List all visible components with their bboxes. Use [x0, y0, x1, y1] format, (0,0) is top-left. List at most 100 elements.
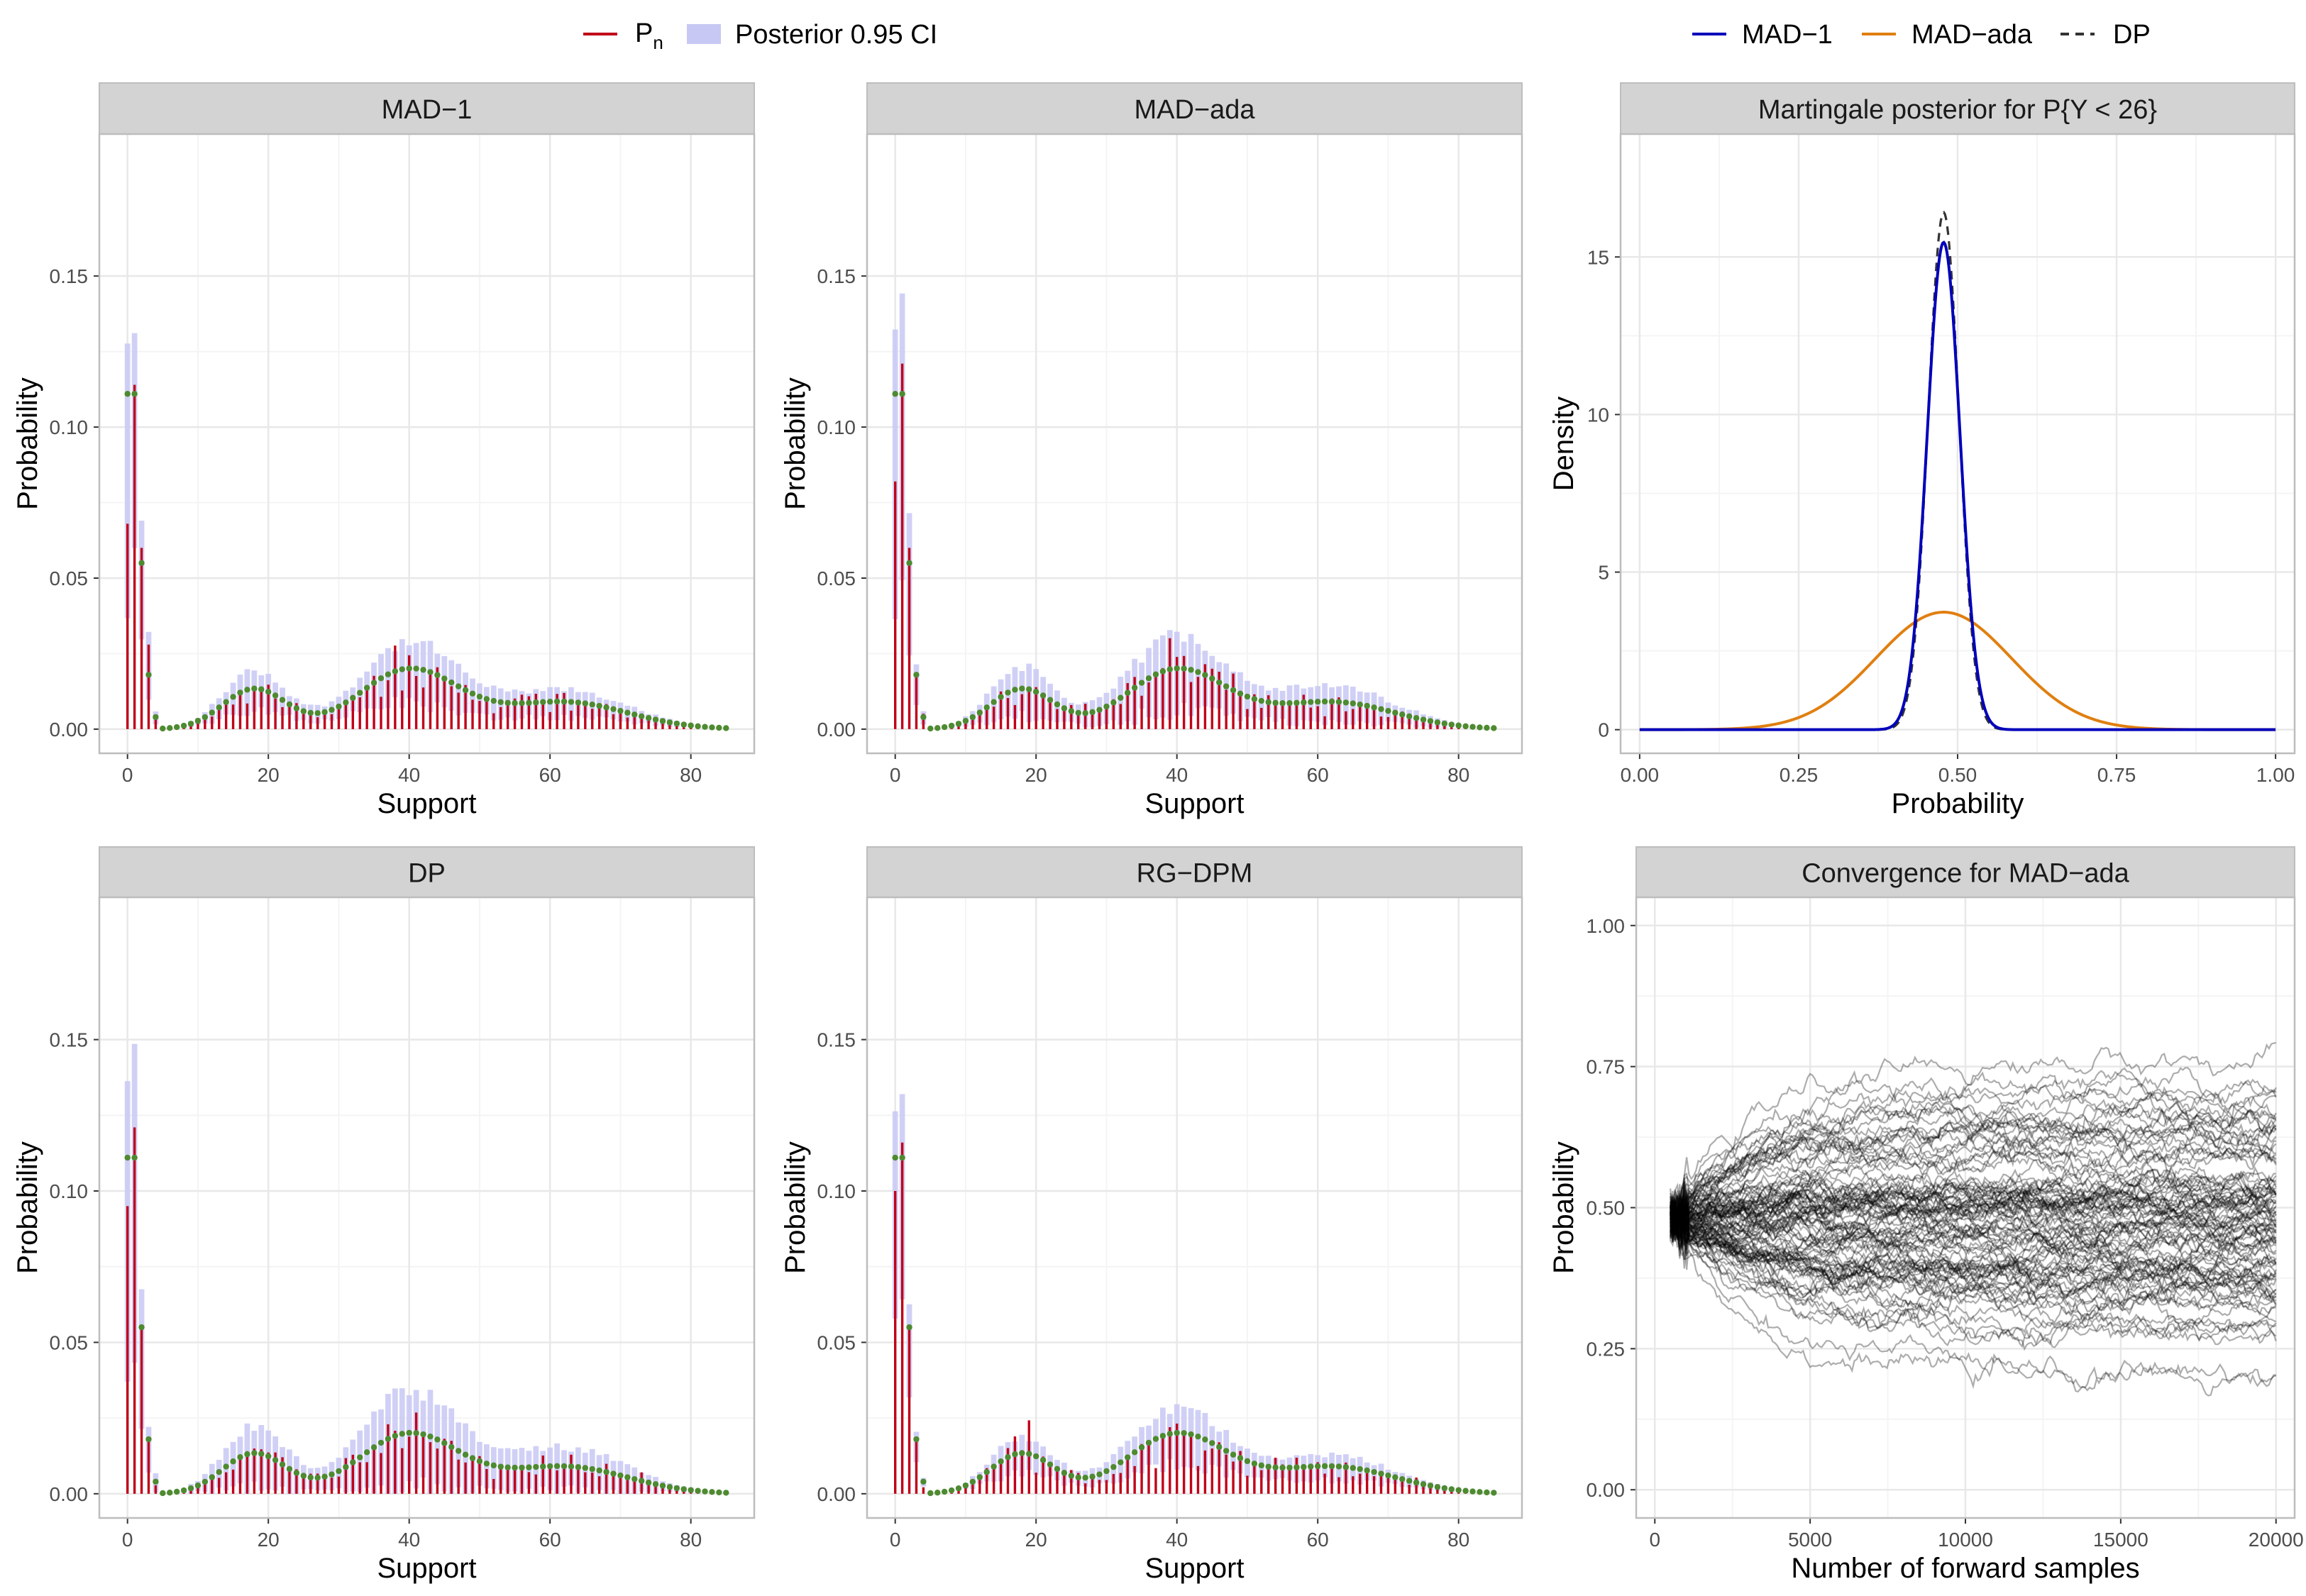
mean-point	[167, 1490, 173, 1496]
mean-point	[490, 1462, 497, 1469]
mean-point	[167, 725, 173, 731]
mean-point	[546, 1463, 553, 1470]
mean-point	[1237, 690, 1244, 697]
mean-point	[187, 721, 194, 727]
trace-lines	[1670, 1042, 2277, 1397]
trace-line	[1670, 1189, 2277, 1236]
mean-point	[1293, 699, 1300, 706]
mean-point	[1089, 1473, 1096, 1480]
mean-point	[568, 1463, 575, 1470]
legend-pn-label: Pn	[635, 18, 663, 53]
mean-point	[1047, 1461, 1054, 1468]
mean-point	[1202, 1436, 1208, 1443]
trace-line	[1670, 1119, 2276, 1233]
mean-point	[180, 1487, 187, 1494]
mean-point	[1019, 1450, 1025, 1456]
trace-line	[1670, 1203, 2276, 1286]
mean-point	[1427, 1483, 1434, 1489]
trace-line	[1670, 1173, 2277, 1236]
mean-point	[1082, 1474, 1088, 1481]
x-axis-title: Support	[1144, 1553, 1244, 1584]
ci-band	[1195, 1409, 1201, 1471]
x-tick-label: 80	[680, 1529, 702, 1551]
mean-point	[645, 715, 652, 721]
mean-point	[153, 714, 159, 721]
mean-point	[1441, 1485, 1448, 1492]
mean-point	[512, 1464, 518, 1471]
ci-band	[124, 343, 131, 619]
trace-line	[1670, 1199, 2277, 1253]
x-axis-title: Number of forward samples	[1791, 1553, 2139, 1584]
trace-line	[1670, 1195, 2277, 1268]
mean-point	[173, 1488, 180, 1495]
mean-point	[483, 696, 490, 702]
trace-line	[1670, 1159, 2277, 1229]
panel-title: MAD−1	[382, 95, 473, 125]
mean-point	[209, 709, 215, 716]
mean-point	[1484, 1489, 1490, 1496]
trace-line	[1670, 1188, 2277, 1243]
mean-point	[533, 699, 539, 706]
mean-point	[1385, 1472, 1391, 1479]
mean-point	[1491, 725, 1497, 731]
x-tick-label: 60	[1307, 764, 1329, 786]
mean-point	[666, 719, 673, 726]
mean-point	[1039, 1457, 1047, 1463]
mean-point	[1032, 1453, 1039, 1460]
mean-point	[1279, 1464, 1286, 1471]
trace-line	[1670, 1203, 2276, 1265]
mean-point	[131, 391, 138, 397]
trace-line	[1670, 1195, 2277, 1270]
mean-point	[892, 1154, 898, 1161]
trace-line	[1670, 1091, 2277, 1226]
mean-point	[406, 665, 412, 672]
density-curve-mad1	[1639, 240, 2276, 731]
mean-point	[1237, 1455, 1244, 1461]
mean-point	[1272, 699, 1279, 706]
mean-point	[976, 1474, 983, 1480]
mean-point	[434, 1436, 441, 1443]
y-tick-label: 0.05	[817, 1331, 856, 1353]
mean-point	[723, 1490, 729, 1496]
mean-point	[920, 1478, 927, 1485]
ci-band	[1223, 1429, 1230, 1478]
y-tick-label: 5	[1598, 562, 1609, 584]
ci-band	[1195, 643, 1201, 709]
mean-point	[617, 707, 624, 714]
mean-point	[1342, 699, 1350, 706]
y-tick-label: 10	[1587, 404, 1609, 426]
panel-martingale: 0.00 0.25 0.50 0.75 1.00 0 5 10 15 Martingale pos…	[1548, 82, 2296, 819]
mean-points	[892, 391, 1497, 732]
trace-line	[1670, 1197, 2277, 1312]
y-tick-label: 0.05	[50, 1331, 89, 1353]
panel-border	[866, 133, 1523, 755]
panel-mad1: 0 20 40 60 80 0.00 0.05 0.10 0.15 MAD−1 Support Pro…	[12, 82, 756, 819]
mean-point	[1223, 683, 1230, 689]
trace-line	[1670, 1109, 2277, 1230]
x-tick-label: 0	[122, 1529, 133, 1551]
mean-point	[546, 699, 553, 705]
mean-point	[1068, 708, 1075, 714]
trace-line	[1670, 1123, 2276, 1257]
mean-point	[1258, 1462, 1264, 1469]
mean-point	[336, 1468, 342, 1475]
trace-line	[1670, 1222, 2277, 1296]
legend-madada-label: MAD−ada	[1911, 20, 2033, 50]
panels: 0 20 40 60 80 0.00 0.05 0.10 0.15 MAD−1 Support Pro…	[12, 82, 2304, 1584]
mean-point	[293, 705, 300, 711]
mean-point	[469, 1455, 476, 1461]
y-axis-title: Probability	[780, 1141, 811, 1274]
x-tick-label: 15000	[2093, 1529, 2148, 1551]
mean-point	[1328, 1463, 1335, 1470]
x-tick-label: 0	[890, 764, 901, 786]
strip-background	[1620, 82, 2295, 135]
mean-point	[1166, 1431, 1173, 1437]
mean-point	[265, 689, 272, 695]
mean-point	[1385, 707, 1391, 714]
mean-point	[913, 672, 920, 678]
mean-point	[941, 724, 948, 731]
panel-title: Martingale posterior for P{Y < 26}	[1758, 95, 2157, 125]
x-axis-title: Support	[377, 788, 476, 819]
x-tick-label: 60	[539, 1529, 561, 1551]
mean-point	[251, 1450, 258, 1456]
